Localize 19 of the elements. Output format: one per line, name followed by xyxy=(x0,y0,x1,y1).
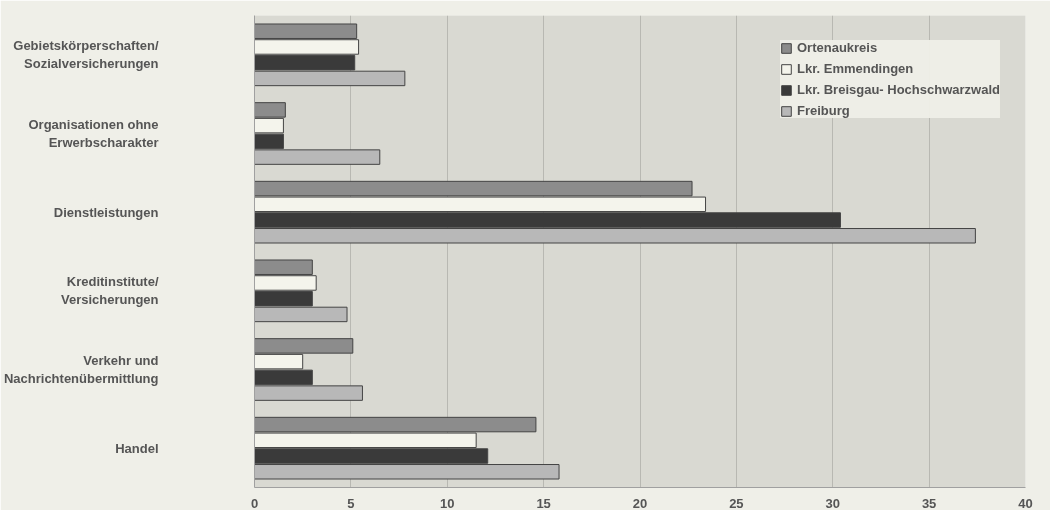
y-tick-label: Organisationen ohne Erwerbscharakter xyxy=(28,117,159,150)
legend-label: Lkr. Breisgau- Hochschwarzwald xyxy=(796,82,1000,97)
y-tick-label: Kreditinstitute/ Versicherungen xyxy=(60,274,159,308)
y-tick-label: Gebietskörperschaften/ Sozialversicherungen xyxy=(13,38,159,72)
x-tick-label: 30 xyxy=(825,495,840,511)
y-tick-label: Dienstleistungen xyxy=(53,204,159,220)
x-tick-label: 20 xyxy=(632,495,648,511)
y-tick-label: Verkehr und Nachrichtenübermittlung xyxy=(3,353,159,386)
x-tick-label: 0 xyxy=(250,495,259,511)
x-tick-label: 10 xyxy=(440,495,455,511)
legend-label: Ortenaukreis xyxy=(796,40,878,55)
legend-label: Lkr. Emmendingen xyxy=(796,61,914,76)
x-tick-label: 5 xyxy=(347,495,355,511)
x-tick-label: 15 xyxy=(536,495,551,511)
x-tick-label: 35 xyxy=(921,495,937,511)
x-tick-label: 40 xyxy=(1018,495,1033,511)
y-tick-label: Handel xyxy=(115,440,159,456)
legend-label: Freiburg xyxy=(796,103,850,118)
x-tick-label: 25 xyxy=(729,495,744,511)
